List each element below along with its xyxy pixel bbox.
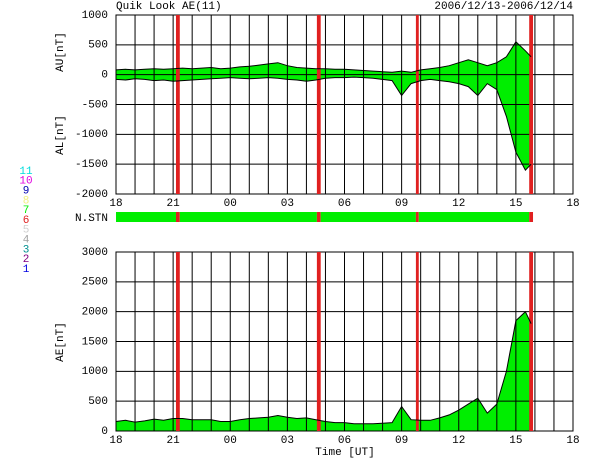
y-axis-label: AU[nT] [55,32,67,72]
status-segment [415,212,419,222]
x-tick-label: 09 [395,435,408,447]
x-tick-label: 12 [452,198,465,210]
chart-title: Quik Look AE(11) [116,1,222,13]
y-tick-label: 1500 [82,336,108,348]
status-segment [175,212,180,222]
x-tick-label: 06 [338,435,351,447]
status-band [529,252,534,431]
y-tick-label: 3000 [82,247,108,259]
legend-label: 2 [23,254,30,266]
x-tick-label: 18 [566,435,579,447]
x-tick-label: 21 [167,198,181,210]
status-segment [116,212,176,222]
legend-label: 4 [23,235,30,247]
status-band [415,252,419,431]
legend-label: 9 [23,186,30,198]
series-line [115,41,532,73]
plot-frame [115,14,574,195]
y-tick-label: -500 [82,99,108,111]
x-tick-label: 15 [509,198,522,210]
y-axis-label: AL[nT] [55,115,67,155]
legend-label: 1 [23,264,30,276]
y-tick-label: -1500 [75,159,108,171]
x-tick-label: 03 [281,198,294,210]
band-fill [116,41,532,171]
status-label: N.STN [75,213,108,225]
status-band [415,15,419,194]
legend-label: 11 [19,166,33,178]
x-tick-label: 00 [224,198,237,210]
y-tick-label: 500 [88,396,108,408]
status-segment [529,212,534,222]
status-segment [320,212,416,222]
legend-label: 7 [23,205,30,217]
x-tick-label: 21 [167,435,181,447]
status-segment [179,212,317,222]
legend-label: 10 [19,176,32,188]
y-tick-label: 1000 [82,366,108,378]
series-line [115,76,532,171]
y-axis-label: AE[nT] [55,322,67,362]
y-tick-label: 2500 [82,277,108,289]
legend-label: 5 [23,225,30,237]
legend-label: 6 [23,215,30,227]
y-tick-label: 1000 [82,10,108,22]
x-tick-label: 15 [509,435,522,447]
status-band [316,252,321,431]
x-tick-label: 00 [224,435,237,447]
y-tick-label: 0 [101,70,108,82]
x-tick-label: 09 [395,198,408,210]
y-tick-label: 2000 [82,307,108,319]
x-tick-label: 06 [338,198,351,210]
status-band [316,15,321,194]
x-tick-label: 18 [109,435,122,447]
x-tick-label: 18 [109,198,122,210]
legend-label: 8 [23,195,30,207]
status-band [529,15,534,194]
x-tick-label: 12 [452,435,465,447]
series-line [115,310,532,425]
y-tick-label: -2000 [75,189,108,201]
status-segment [418,212,530,222]
y-tick-label: -1000 [75,129,108,141]
date-range: 2006/12/13-2006/12/14 [434,1,573,13]
x-tick-label: 18 [566,198,579,210]
area-fill [116,311,532,431]
y-tick-label: 0 [101,426,108,438]
plot-frame [115,251,574,432]
y-tick-label: 500 [88,40,108,52]
status-segment [316,212,321,222]
legend-label: 3 [23,244,30,256]
status-band [175,15,180,194]
x-tick-label: 03 [281,435,294,447]
x-axis-label: Time [UT] [315,447,374,459]
status-band [175,252,180,431]
